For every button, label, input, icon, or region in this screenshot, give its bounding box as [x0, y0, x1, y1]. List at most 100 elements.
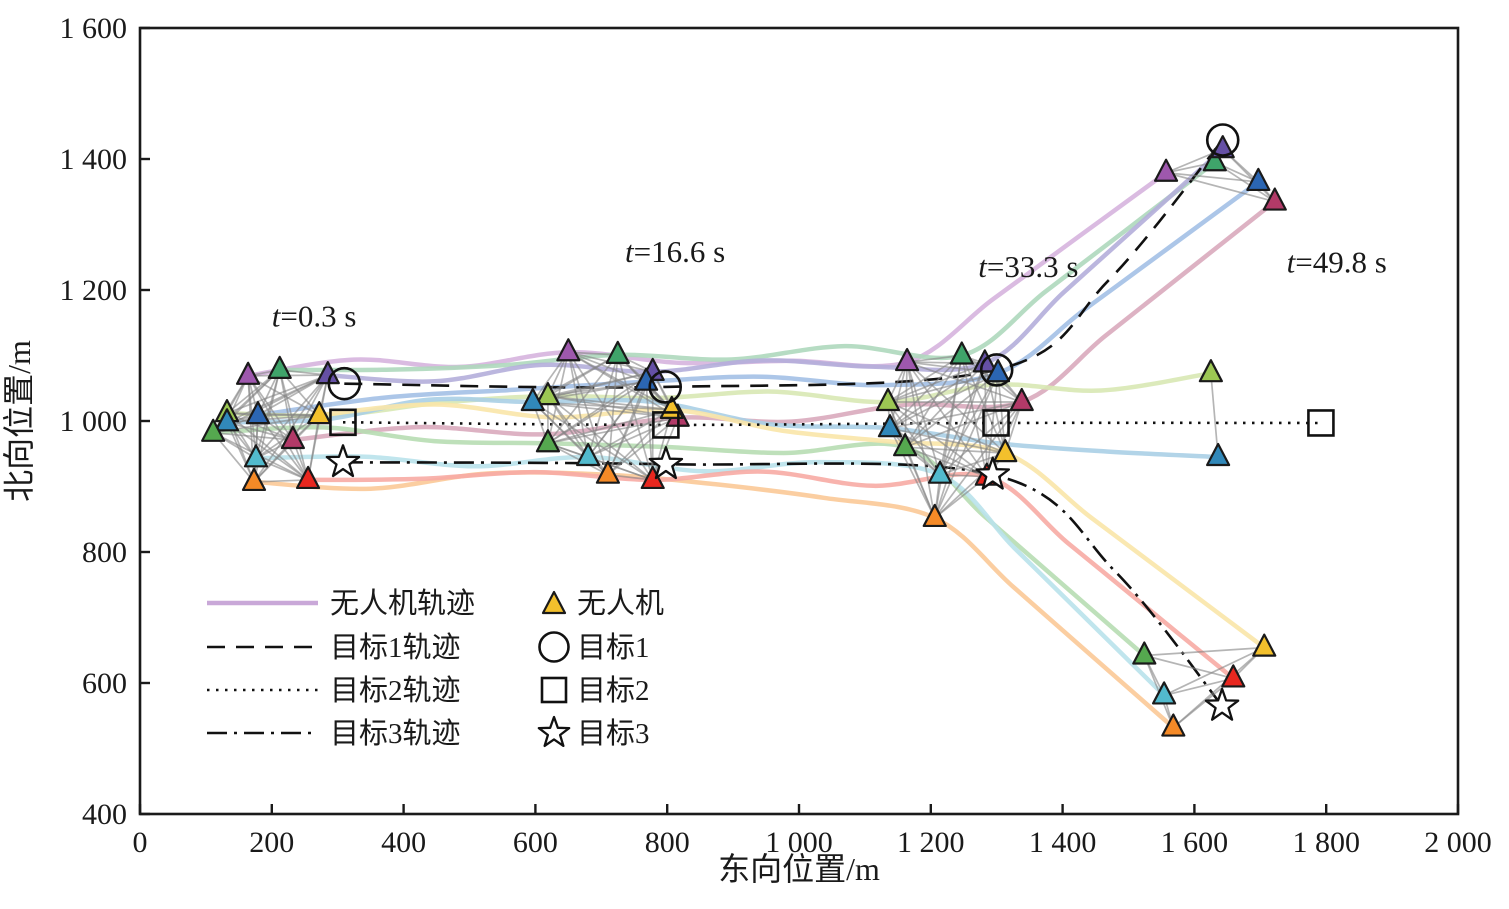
x-tick-label: 800: [645, 826, 690, 859]
uav-link-line: [1165, 171, 1259, 183]
uav-trajectory-path: [316, 402, 1267, 650]
uav-link-line: [1163, 646, 1265, 697]
uav-trajectory-path: [305, 469, 1236, 681]
target3-star-marker: [648, 446, 684, 480]
x-tick-label: 1 000: [765, 826, 833, 859]
uav-marker: [245, 401, 271, 425]
x-tick-label: 1 400: [1029, 826, 1097, 859]
x-tick-label: 2 000: [1424, 826, 1492, 859]
target2-trajectory-path: [342, 421, 1321, 427]
y-tick-label: 1 200: [60, 274, 128, 307]
uav-link-line: [1144, 654, 1234, 680]
legend-marker-label: 目标1: [577, 631, 650, 664]
uav-link-line: [889, 427, 1006, 454]
target-markers-layer: [325, 123, 1335, 721]
uav-trajectory-path: [251, 470, 1176, 730]
uav-trajectory-path: [325, 146, 1225, 384]
uav-link-line: [587, 456, 653, 481]
uav-marker: [894, 347, 920, 372]
uav-link-line: [607, 417, 679, 476]
x-tick-label: 200: [249, 826, 294, 859]
uav-link-line: [607, 354, 619, 475]
uav-link-line: [532, 401, 654, 481]
target3-star-marker: [975, 456, 1011, 490]
uav-marker: [1202, 148, 1227, 172]
uav-link-line: [904, 446, 988, 478]
uav-link-line: [587, 416, 679, 458]
legend-target1-circle: [538, 631, 570, 663]
uav-marker: [1262, 187, 1287, 211]
target1-circle-marker: [648, 370, 683, 404]
uav-marker: [1221, 664, 1246, 688]
uav-link-line: [983, 363, 988, 477]
uav-marker: [201, 418, 226, 442]
y-tick-label: 1 000: [60, 405, 128, 438]
uav-marker: [214, 408, 240, 432]
uav-marker: [576, 442, 601, 467]
uav-link-line: [887, 362, 986, 403]
uav-trajectory-path: [290, 199, 1278, 443]
target-trajectories-layer: [342, 139, 1321, 707]
uav-link-line: [567, 351, 673, 411]
uav-link-line: [547, 395, 672, 411]
axes-layer: 0 200 400 600 800 1 000 1 200 1 400 1 600 1 800 2 …: [1, 12, 1492, 887]
x-tick-label: 1 600: [1161, 826, 1229, 859]
uav-link-line: [567, 351, 609, 475]
uav-link-line: [226, 421, 255, 483]
uav-link-line: [547, 395, 654, 481]
uav-marker: [1206, 442, 1231, 467]
uav-link-line: [1172, 646, 1265, 729]
uav-marker: [1132, 641, 1157, 665]
uav-link-line: [226, 421, 294, 441]
uav-link-line: [226, 412, 320, 416]
uav-link-line: [213, 431, 293, 441]
x-tick-label: 0: [133, 826, 148, 859]
time-annotation: t=16.6 s: [625, 234, 725, 269]
uav-marker: [1161, 713, 1186, 737]
uav-link-line: [889, 362, 986, 429]
x-tick-label: 400: [381, 826, 426, 859]
uav-link-line: [247, 375, 309, 481]
uav-trajectory-path: [224, 370, 1214, 419]
uav-trajectory-path: [277, 160, 1218, 373]
legend-marker-label: 目标3: [577, 717, 650, 750]
uav-marker: [307, 401, 332, 425]
uav-link-line: [1144, 646, 1265, 657]
uav-marker: [927, 460, 953, 484]
uav-link-line: [226, 374, 329, 414]
uav-marker: [556, 338, 581, 362]
uav-link-line: [547, 409, 673, 445]
uav-marker: [520, 387, 545, 412]
uav-link-line: [226, 412, 294, 441]
y-axis-title: 北向位置/m: [1, 340, 37, 502]
target1-circle-marker: [1205, 123, 1240, 157]
y-tick-label: 800: [82, 536, 127, 569]
target1-trajectory-path: [344, 139, 1224, 389]
uav-link-line: [887, 354, 963, 403]
annotations-layer: t=0.3 s t=16.6 s t=33.3 s t=49.8 s: [272, 234, 1387, 334]
uav-link-line: [889, 427, 936, 519]
uav-marker: [241, 467, 267, 492]
target1-circle-marker: [327, 366, 362, 401]
target3-star-marker: [325, 444, 361, 478]
uav-marker: [877, 414, 903, 438]
uav-link-line: [226, 412, 309, 481]
legend-marker-label: 目标2: [577, 674, 650, 707]
uav-link-line: [887, 401, 1006, 454]
uav-link-line: [616, 354, 654, 481]
uav-marker: [1151, 681, 1177, 705]
uav-link-line: [887, 372, 999, 403]
uav-marker: [535, 429, 561, 453]
uav-link-line: [904, 446, 936, 519]
uav-marker: [1153, 158, 1179, 182]
uav-link-line: [887, 401, 941, 476]
uav-marker: [235, 361, 261, 385]
uav-link-line: [607, 409, 673, 476]
uav-link-line: [1163, 677, 1234, 697]
uav-link-line: [939, 452, 1006, 476]
uav-marker: [605, 340, 630, 364]
uav-marker: [922, 503, 947, 528]
uav-markers-layer: [201, 135, 1287, 737]
